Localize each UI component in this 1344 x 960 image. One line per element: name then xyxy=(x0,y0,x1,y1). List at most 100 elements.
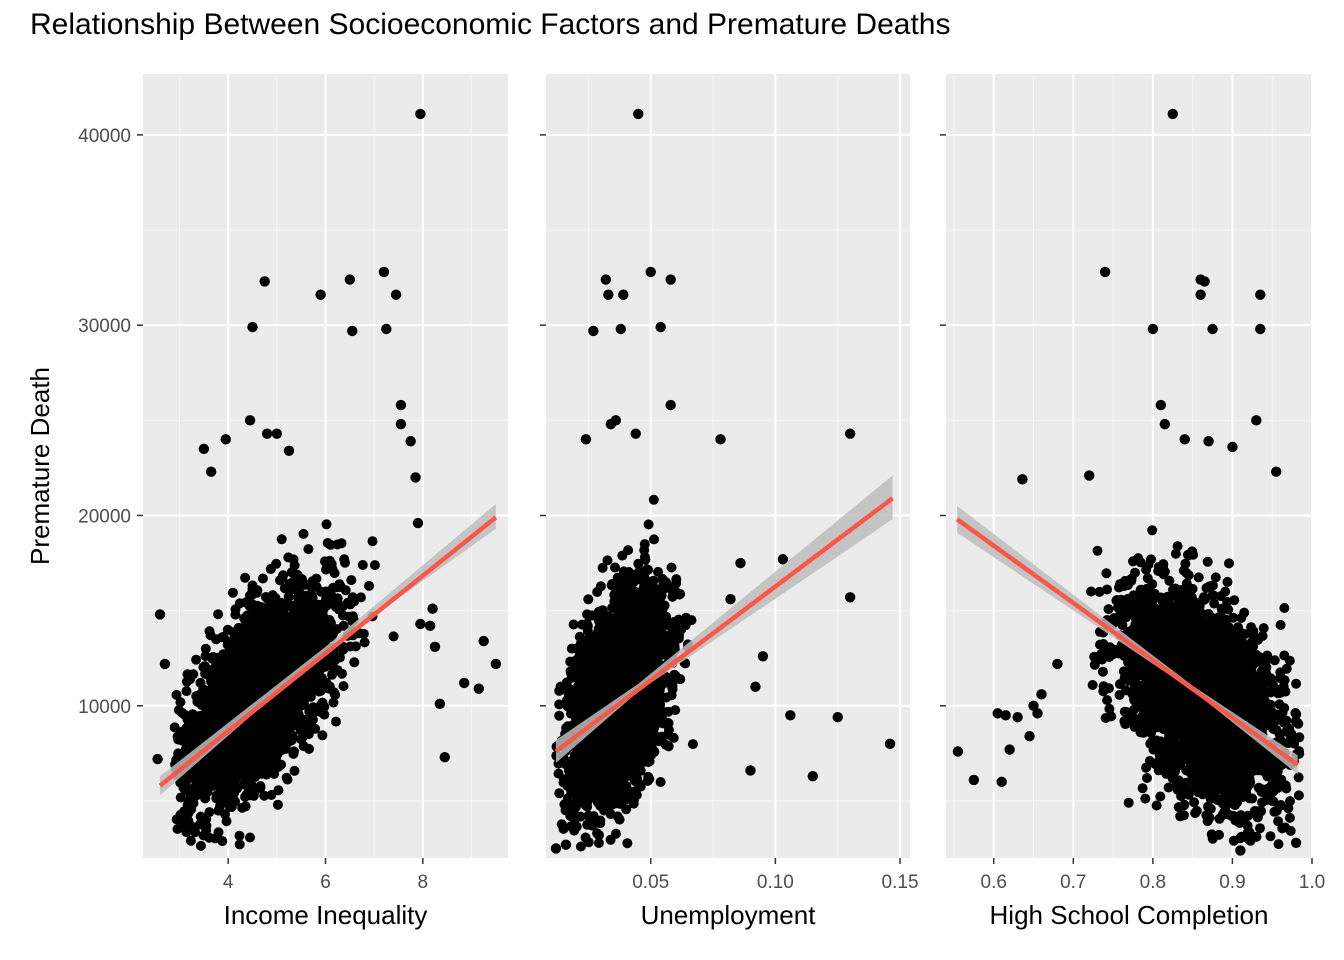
data-point xyxy=(254,764,265,775)
data-point xyxy=(315,289,326,300)
data-point xyxy=(575,841,586,852)
data-point xyxy=(177,777,188,788)
data-point xyxy=(267,709,278,720)
data-point xyxy=(275,656,286,667)
data-point xyxy=(301,600,312,611)
data-point xyxy=(197,763,208,774)
data-point xyxy=(213,827,224,838)
data-point xyxy=(305,580,316,591)
data-point xyxy=(274,729,285,740)
data-point xyxy=(273,785,284,796)
data-point xyxy=(388,631,399,642)
data-point xyxy=(277,702,288,713)
data-point xyxy=(410,472,421,483)
data-point xyxy=(357,560,368,570)
data-point xyxy=(339,554,350,565)
data-point xyxy=(241,752,252,763)
data-point xyxy=(201,814,212,824)
data-point xyxy=(234,830,245,841)
data-point xyxy=(325,588,336,599)
data-point xyxy=(289,765,300,776)
data-point xyxy=(235,768,246,779)
data-point xyxy=(249,754,260,765)
data-point xyxy=(185,835,196,846)
data-point xyxy=(415,618,426,630)
data-point xyxy=(259,276,270,287)
data-point xyxy=(283,591,294,602)
data-point xyxy=(235,635,246,646)
data-point xyxy=(245,832,255,843)
data-point xyxy=(193,713,204,724)
data-point xyxy=(405,436,416,447)
data-point xyxy=(212,705,223,716)
data-point xyxy=(229,756,240,767)
data-point xyxy=(198,443,210,455)
data-point xyxy=(209,719,220,730)
data-point xyxy=(262,757,273,768)
confidence-band xyxy=(160,504,496,796)
data-point xyxy=(269,768,280,779)
data-point xyxy=(230,609,241,620)
data-point xyxy=(329,568,340,579)
y-tick-label: 10000 xyxy=(78,697,131,718)
data-point xyxy=(325,539,336,550)
data-point xyxy=(459,677,470,689)
data-point xyxy=(293,602,303,613)
data-point xyxy=(181,827,192,838)
data-point xyxy=(297,698,308,709)
data-point xyxy=(272,799,283,810)
data-point xyxy=(490,658,502,670)
data-point xyxy=(218,632,229,642)
data-point xyxy=(321,564,331,575)
data-point xyxy=(278,570,289,581)
data-point xyxy=(286,686,297,697)
data-point xyxy=(429,641,441,652)
data-point xyxy=(247,719,258,730)
data-point xyxy=(415,108,426,120)
data-point xyxy=(321,519,332,530)
data-point xyxy=(364,580,374,591)
data-point xyxy=(582,620,593,631)
data-point xyxy=(281,772,292,783)
data-point xyxy=(395,399,407,411)
data-point xyxy=(183,714,193,725)
data-point xyxy=(266,649,277,660)
data-point xyxy=(367,536,378,547)
data-point xyxy=(196,775,207,786)
data-point xyxy=(262,622,273,633)
data-point xyxy=(159,658,171,670)
x-axis-title: Income Inequality xyxy=(224,900,428,930)
data-point xyxy=(687,739,698,750)
y-tick-label: 40000 xyxy=(78,126,131,147)
data-point xyxy=(224,785,235,796)
data-point xyxy=(317,730,328,741)
data-point xyxy=(200,786,210,797)
data-point xyxy=(301,719,312,730)
data-point xyxy=(175,792,186,803)
data-point xyxy=(255,628,266,639)
data-point xyxy=(240,681,251,692)
data-point xyxy=(154,609,166,620)
data-point xyxy=(175,731,186,742)
data-point xyxy=(347,325,358,337)
data-point xyxy=(266,642,277,653)
data-point xyxy=(305,589,316,600)
data-point xyxy=(302,628,313,638)
data-point xyxy=(224,675,235,686)
data-point xyxy=(212,670,223,681)
data-point xyxy=(229,699,240,710)
data-point xyxy=(204,626,215,637)
data-point xyxy=(288,554,299,565)
data-point xyxy=(265,669,276,679)
y-tick-label: 30000 xyxy=(78,316,131,337)
data-point xyxy=(584,811,595,822)
data-point xyxy=(244,415,256,426)
data-point xyxy=(297,576,308,586)
data-point xyxy=(287,730,298,741)
data-point xyxy=(152,753,163,765)
data-point xyxy=(340,585,351,596)
data-point xyxy=(311,573,322,584)
data-point xyxy=(220,434,231,445)
data-point xyxy=(378,266,390,278)
